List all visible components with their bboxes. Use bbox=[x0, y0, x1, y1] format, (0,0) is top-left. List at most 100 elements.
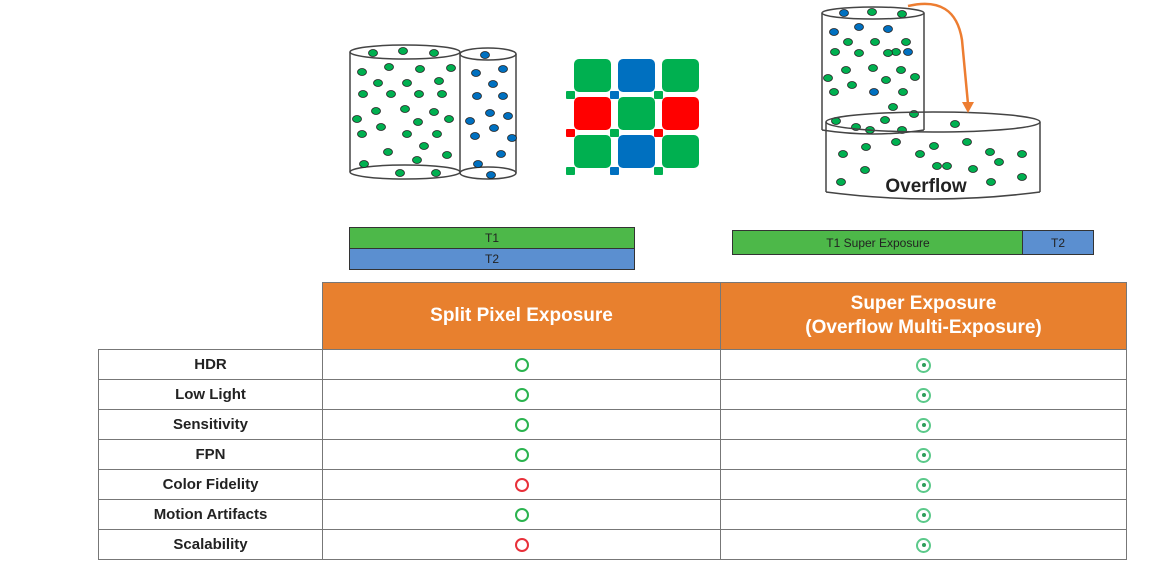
color-filter-pixel bbox=[574, 59, 611, 92]
electron-dot bbox=[376, 123, 386, 131]
electron-dot bbox=[371, 107, 381, 115]
good-circle-icon bbox=[514, 388, 529, 403]
electron-dot bbox=[929, 142, 939, 150]
electron-dot bbox=[471, 69, 481, 77]
row-label: Motion Artifacts bbox=[98, 499, 323, 530]
excellent-circle-icon bbox=[916, 447, 931, 463]
electron-dot bbox=[903, 48, 913, 56]
electron-dot bbox=[352, 115, 362, 123]
row-label: HDR bbox=[98, 349, 323, 380]
electron-dot bbox=[384, 63, 394, 71]
electron-dot bbox=[891, 48, 901, 56]
table-row: Color Fidelity bbox=[98, 469, 1127, 500]
electron-dot bbox=[470, 132, 480, 140]
electron-dot bbox=[444, 115, 454, 123]
table-header: Split Pixel Exposure Super Exposure (Over… bbox=[98, 282, 1127, 350]
electron-dot bbox=[891, 138, 901, 146]
electron-dot bbox=[429, 49, 439, 57]
electron-dot bbox=[485, 109, 495, 117]
electron-dot bbox=[400, 105, 410, 113]
electron-dot bbox=[359, 160, 369, 168]
electron-dot bbox=[883, 49, 893, 57]
super-rating-cell bbox=[720, 529, 1127, 560]
small-pixel bbox=[654, 129, 663, 137]
electron-dot bbox=[854, 23, 864, 31]
color-filter-pixel bbox=[574, 97, 611, 130]
small-pixel bbox=[654, 91, 663, 99]
electron-dot bbox=[412, 156, 422, 164]
small-pixel bbox=[610, 129, 619, 137]
electron-dot bbox=[898, 88, 908, 96]
electron-dot bbox=[910, 73, 920, 81]
electron-dot bbox=[861, 143, 871, 151]
electron-dot bbox=[869, 88, 879, 96]
row-label: Color Fidelity bbox=[98, 469, 323, 500]
pixel-diagrams: Overflow bbox=[349, 2, 1041, 200]
super-rating-cell bbox=[720, 379, 1127, 410]
electron-dot bbox=[986, 178, 996, 186]
electron-dot bbox=[429, 108, 439, 116]
table-row: Scalability bbox=[98, 529, 1127, 560]
super-rating-cell bbox=[720, 499, 1127, 530]
color-filter-pixel bbox=[618, 97, 655, 130]
split-rating-cell bbox=[322, 469, 721, 500]
excellent-circle-icon bbox=[916, 417, 931, 433]
electron-dot bbox=[838, 150, 848, 158]
electron-dot bbox=[870, 38, 880, 46]
row-label: Scalability bbox=[98, 529, 323, 560]
electron-dot bbox=[888, 103, 898, 111]
electron-dot bbox=[839, 9, 849, 17]
electron-dot bbox=[829, 88, 839, 96]
table-row: FPN bbox=[98, 439, 1127, 470]
small-pixel bbox=[566, 167, 575, 175]
electron-dot bbox=[373, 79, 383, 87]
electron-dot bbox=[880, 116, 890, 124]
electron-dot bbox=[434, 77, 444, 85]
electron-dot bbox=[368, 49, 378, 57]
super-t2-bar: T2 bbox=[1022, 230, 1094, 255]
excellent-circle-icon bbox=[916, 387, 931, 403]
electron-dot bbox=[503, 112, 513, 120]
electron-dot bbox=[419, 142, 429, 150]
electron-dot bbox=[881, 76, 891, 84]
electron-dot bbox=[489, 124, 499, 132]
super-rating-cell bbox=[720, 439, 1127, 470]
split-pixel-cylinders bbox=[349, 44, 517, 180]
electron-dot bbox=[473, 160, 483, 168]
split-rating-cell bbox=[322, 409, 721, 440]
electron-dot bbox=[415, 65, 425, 73]
electron-dot bbox=[472, 92, 482, 100]
table-row: Low Light bbox=[98, 379, 1127, 410]
small-pixel bbox=[566, 91, 575, 99]
table-row: HDR bbox=[98, 349, 1127, 380]
electron-dot bbox=[465, 117, 475, 125]
super-rating-cell bbox=[720, 349, 1127, 380]
electron-dot bbox=[867, 8, 877, 16]
good-circle-icon bbox=[514, 508, 529, 523]
super-rating-cell bbox=[720, 469, 1127, 500]
electron-dot bbox=[357, 68, 367, 76]
electron-dot bbox=[496, 150, 506, 158]
electron-dot bbox=[437, 90, 447, 98]
electron-dot bbox=[1017, 150, 1027, 158]
electron-dots bbox=[352, 8, 1027, 186]
color-filter-pixel bbox=[618, 59, 655, 92]
table-row: Motion Artifacts bbox=[98, 499, 1127, 530]
electron-dot bbox=[830, 48, 840, 56]
electron-dot bbox=[868, 64, 878, 72]
excellent-circle-icon bbox=[916, 507, 931, 523]
electron-dot bbox=[860, 166, 870, 174]
split-rating-cell bbox=[322, 499, 721, 530]
electron-dot bbox=[413, 118, 423, 126]
table-row: Sensitivity bbox=[98, 409, 1127, 440]
split-t1-bar: T1 bbox=[349, 227, 635, 249]
electron-dot bbox=[383, 148, 393, 156]
electron-dot bbox=[901, 38, 911, 46]
electron-dot bbox=[498, 92, 508, 100]
good-circle-icon bbox=[514, 358, 529, 373]
header-super-exposure: Super Exposure (Overflow Multi-Exposure) bbox=[720, 282, 1127, 350]
electron-dot bbox=[823, 74, 833, 82]
small-pixel bbox=[610, 167, 619, 175]
electron-dot bbox=[962, 138, 972, 146]
row-label: Sensitivity bbox=[98, 409, 323, 440]
